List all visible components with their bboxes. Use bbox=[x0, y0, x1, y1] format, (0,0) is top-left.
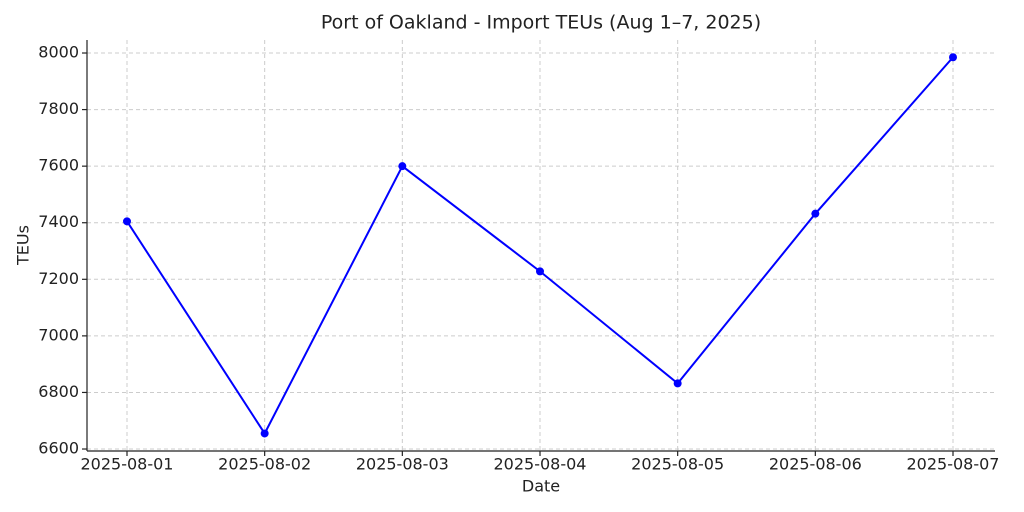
x-tick-label: 2025-08-07 bbox=[907, 455, 1000, 474]
y-tick-label: 7200 bbox=[38, 269, 79, 288]
data-point bbox=[260, 429, 269, 438]
x-tick-label: 2025-08-04 bbox=[494, 455, 587, 474]
data-point bbox=[536, 267, 544, 276]
x-tick-label: 2025-08-05 bbox=[631, 455, 724, 474]
x-tick-label: 2025-08-03 bbox=[356, 455, 449, 474]
y-tick-label: 6600 bbox=[38, 439, 79, 458]
y-tick-label: 7400 bbox=[38, 212, 79, 231]
x-tick-label: 2025-08-02 bbox=[218, 455, 311, 474]
y-tick-label: 6800 bbox=[38, 382, 79, 401]
y-axis-label: TEUs bbox=[14, 225, 33, 266]
y-tick-label: 7600 bbox=[38, 156, 79, 175]
x-tick-label: 2025-08-06 bbox=[769, 455, 862, 474]
data-point bbox=[949, 53, 957, 62]
x-axis-label: Date bbox=[522, 477, 560, 496]
x-tick-label: 2025-08-01 bbox=[81, 455, 174, 474]
data-point bbox=[673, 379, 682, 388]
chart-title: Port of Oakland - Import TEUs (Aug 1–7, … bbox=[321, 12, 761, 34]
y-tick-label: 7000 bbox=[38, 325, 79, 344]
data-point bbox=[811, 209, 820, 218]
data-point bbox=[398, 162, 407, 171]
y-tick-label: 7800 bbox=[38, 99, 79, 118]
y-tick-label: 8000 bbox=[38, 43, 79, 62]
data-point bbox=[123, 217, 131, 226]
